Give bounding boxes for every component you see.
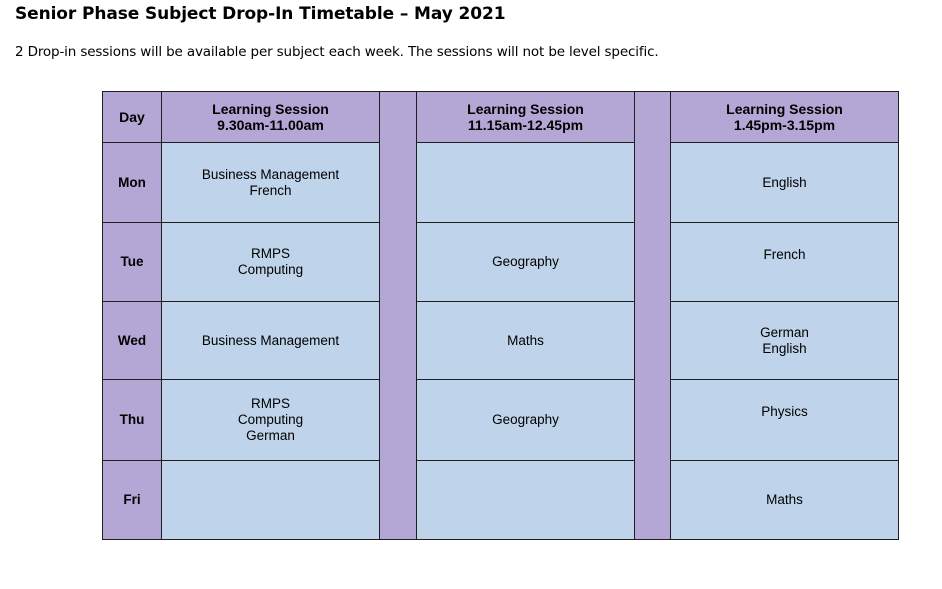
subject: RMPS	[250, 246, 290, 261]
session-cell: German English	[670, 301, 899, 380]
session-2-time: 11.15am-12.45pm	[467, 117, 584, 133]
session-cell	[416, 142, 635, 223]
session-cell: Business Management French	[161, 142, 380, 223]
day-header: Day	[102, 91, 162, 143]
table-row: Wed Business Management Maths German Eng…	[102, 301, 899, 380]
day-cell: Wed	[102, 301, 162, 380]
session-2-label: Learning Session	[467, 101, 584, 117]
table-row: Thu RMPS Computing German Geography Phys…	[102, 379, 899, 461]
session-cell	[161, 460, 380, 540]
subject: French	[763, 247, 806, 262]
session-cell: Geography	[416, 222, 635, 302]
session-1-header: Learning Session 9.30am-11.00am	[161, 91, 380, 143]
day-cell: Mon	[102, 142, 162, 223]
subject: English	[762, 340, 807, 356]
timetable: Day Learning Session 9.30am-11.00am Lear…	[102, 91, 899, 540]
intro-text: 2 Drop-in sessions will be available per…	[15, 44, 659, 60]
subject: Computing	[237, 262, 304, 277]
table-row: Mon Business Management French English	[102, 142, 899, 223]
subject: Maths	[766, 492, 803, 507]
session-cell: Business Management	[161, 301, 380, 380]
table-row: Fri Maths	[102, 460, 899, 540]
day-cell: Fri	[102, 460, 162, 540]
session-cell: French	[670, 222, 899, 302]
session-cell: Maths	[670, 460, 899, 540]
session-cell	[416, 460, 635, 540]
subject: German	[760, 324, 809, 340]
session-cell: Maths	[416, 301, 635, 380]
subject: Business Management	[201, 332, 340, 348]
break-column	[634, 91, 671, 540]
session-cell: English	[670, 142, 899, 223]
day-cell: Thu	[102, 379, 162, 461]
subject: Physics	[761, 404, 808, 419]
session-3-label: Learning Session	[726, 101, 843, 117]
session-cell: Geography	[416, 379, 635, 461]
subject: Computing	[237, 412, 304, 427]
subject: Maths	[507, 332, 544, 348]
table-row: Tue RMPS Computing Geography French	[102, 222, 899, 302]
subject: RMPS	[250, 396, 290, 411]
session-3-time: 1.45pm-3.15pm	[733, 117, 836, 133]
header-row: Day Learning Session 9.30am-11.00am Lear…	[102, 91, 899, 540]
page-title: Senior Phase Subject Drop-In Timetable –…	[15, 4, 506, 24]
session-cell: Physics	[670, 379, 899, 461]
session-2-header: Learning Session 11.15am-12.45pm	[416, 91, 635, 143]
subject: French	[249, 182, 292, 198]
break-column	[379, 91, 417, 540]
subject: English	[762, 174, 807, 190]
subject: German	[246, 428, 295, 443]
session-3-header: Learning Session 1.45pm-3.15pm	[670, 91, 899, 143]
subject: Business Management	[201, 166, 340, 182]
subject: Geography	[492, 412, 559, 427]
session-1-label: Learning Session	[212, 101, 329, 117]
subject: Geography	[492, 254, 559, 269]
day-cell: Tue	[102, 222, 162, 302]
session-1-time: 9.30am-11.00am	[217, 117, 324, 133]
session-cell: RMPS Computing	[161, 222, 380, 302]
session-cell: RMPS Computing German	[161, 379, 380, 461]
